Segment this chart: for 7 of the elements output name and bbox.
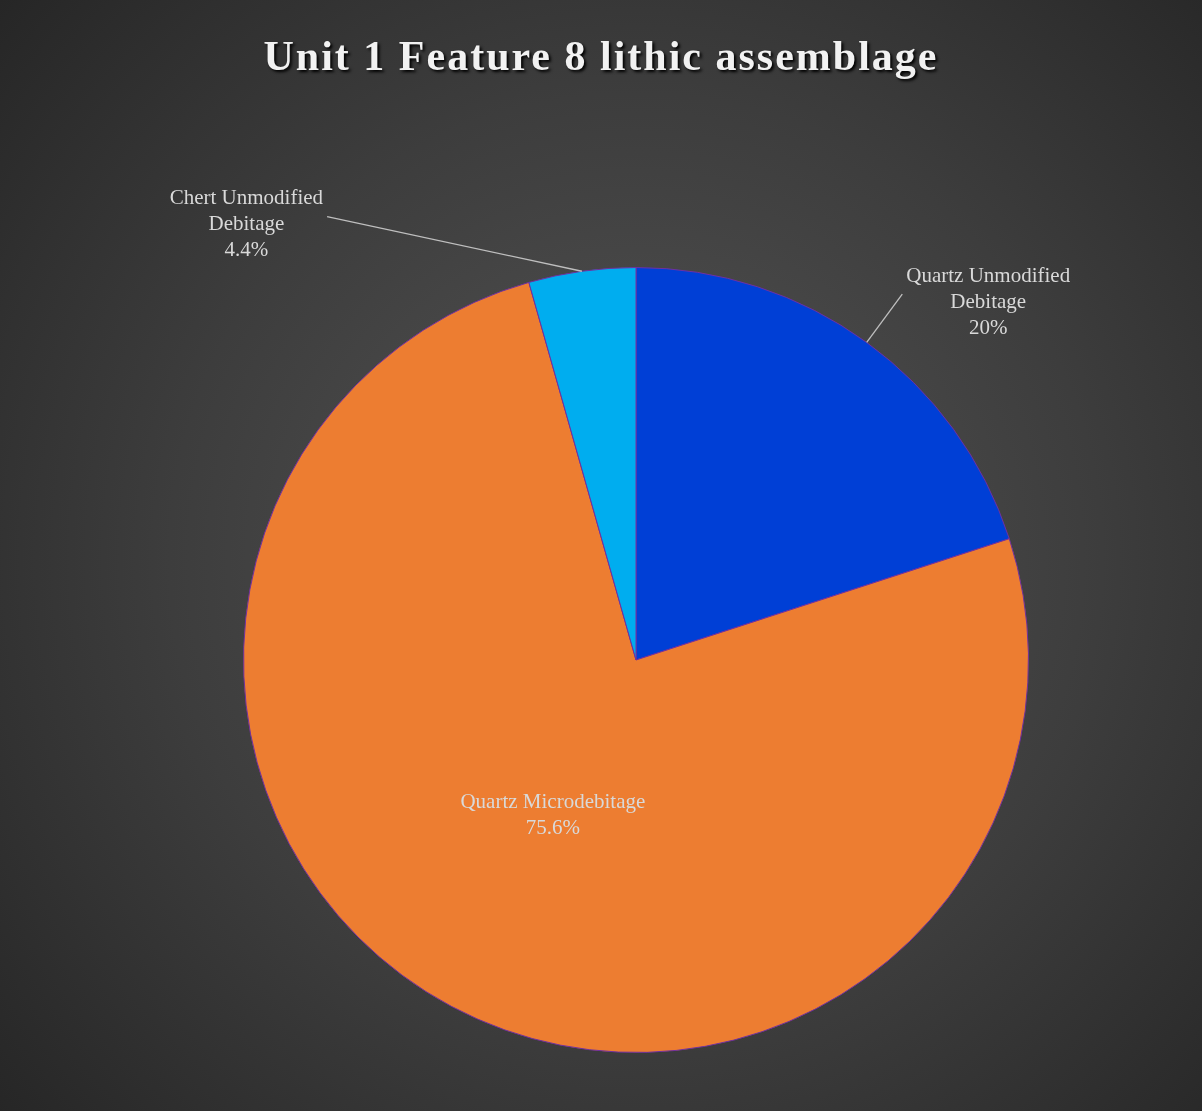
data-label: 75.6% — [525, 815, 580, 840]
data-label: 4.4% — [224, 237, 269, 262]
slice-label: Quartz Microdebitage — [460, 789, 646, 814]
slice-label: Chert Unmodified Debitage — [169, 185, 324, 236]
slice-label: Quartz Unmodified Debitage — [906, 262, 1071, 313]
chart-title: Unit 1 Feature 8 lithic assemblage — [262, 32, 940, 80]
data-label: 20% — [968, 314, 1008, 339]
